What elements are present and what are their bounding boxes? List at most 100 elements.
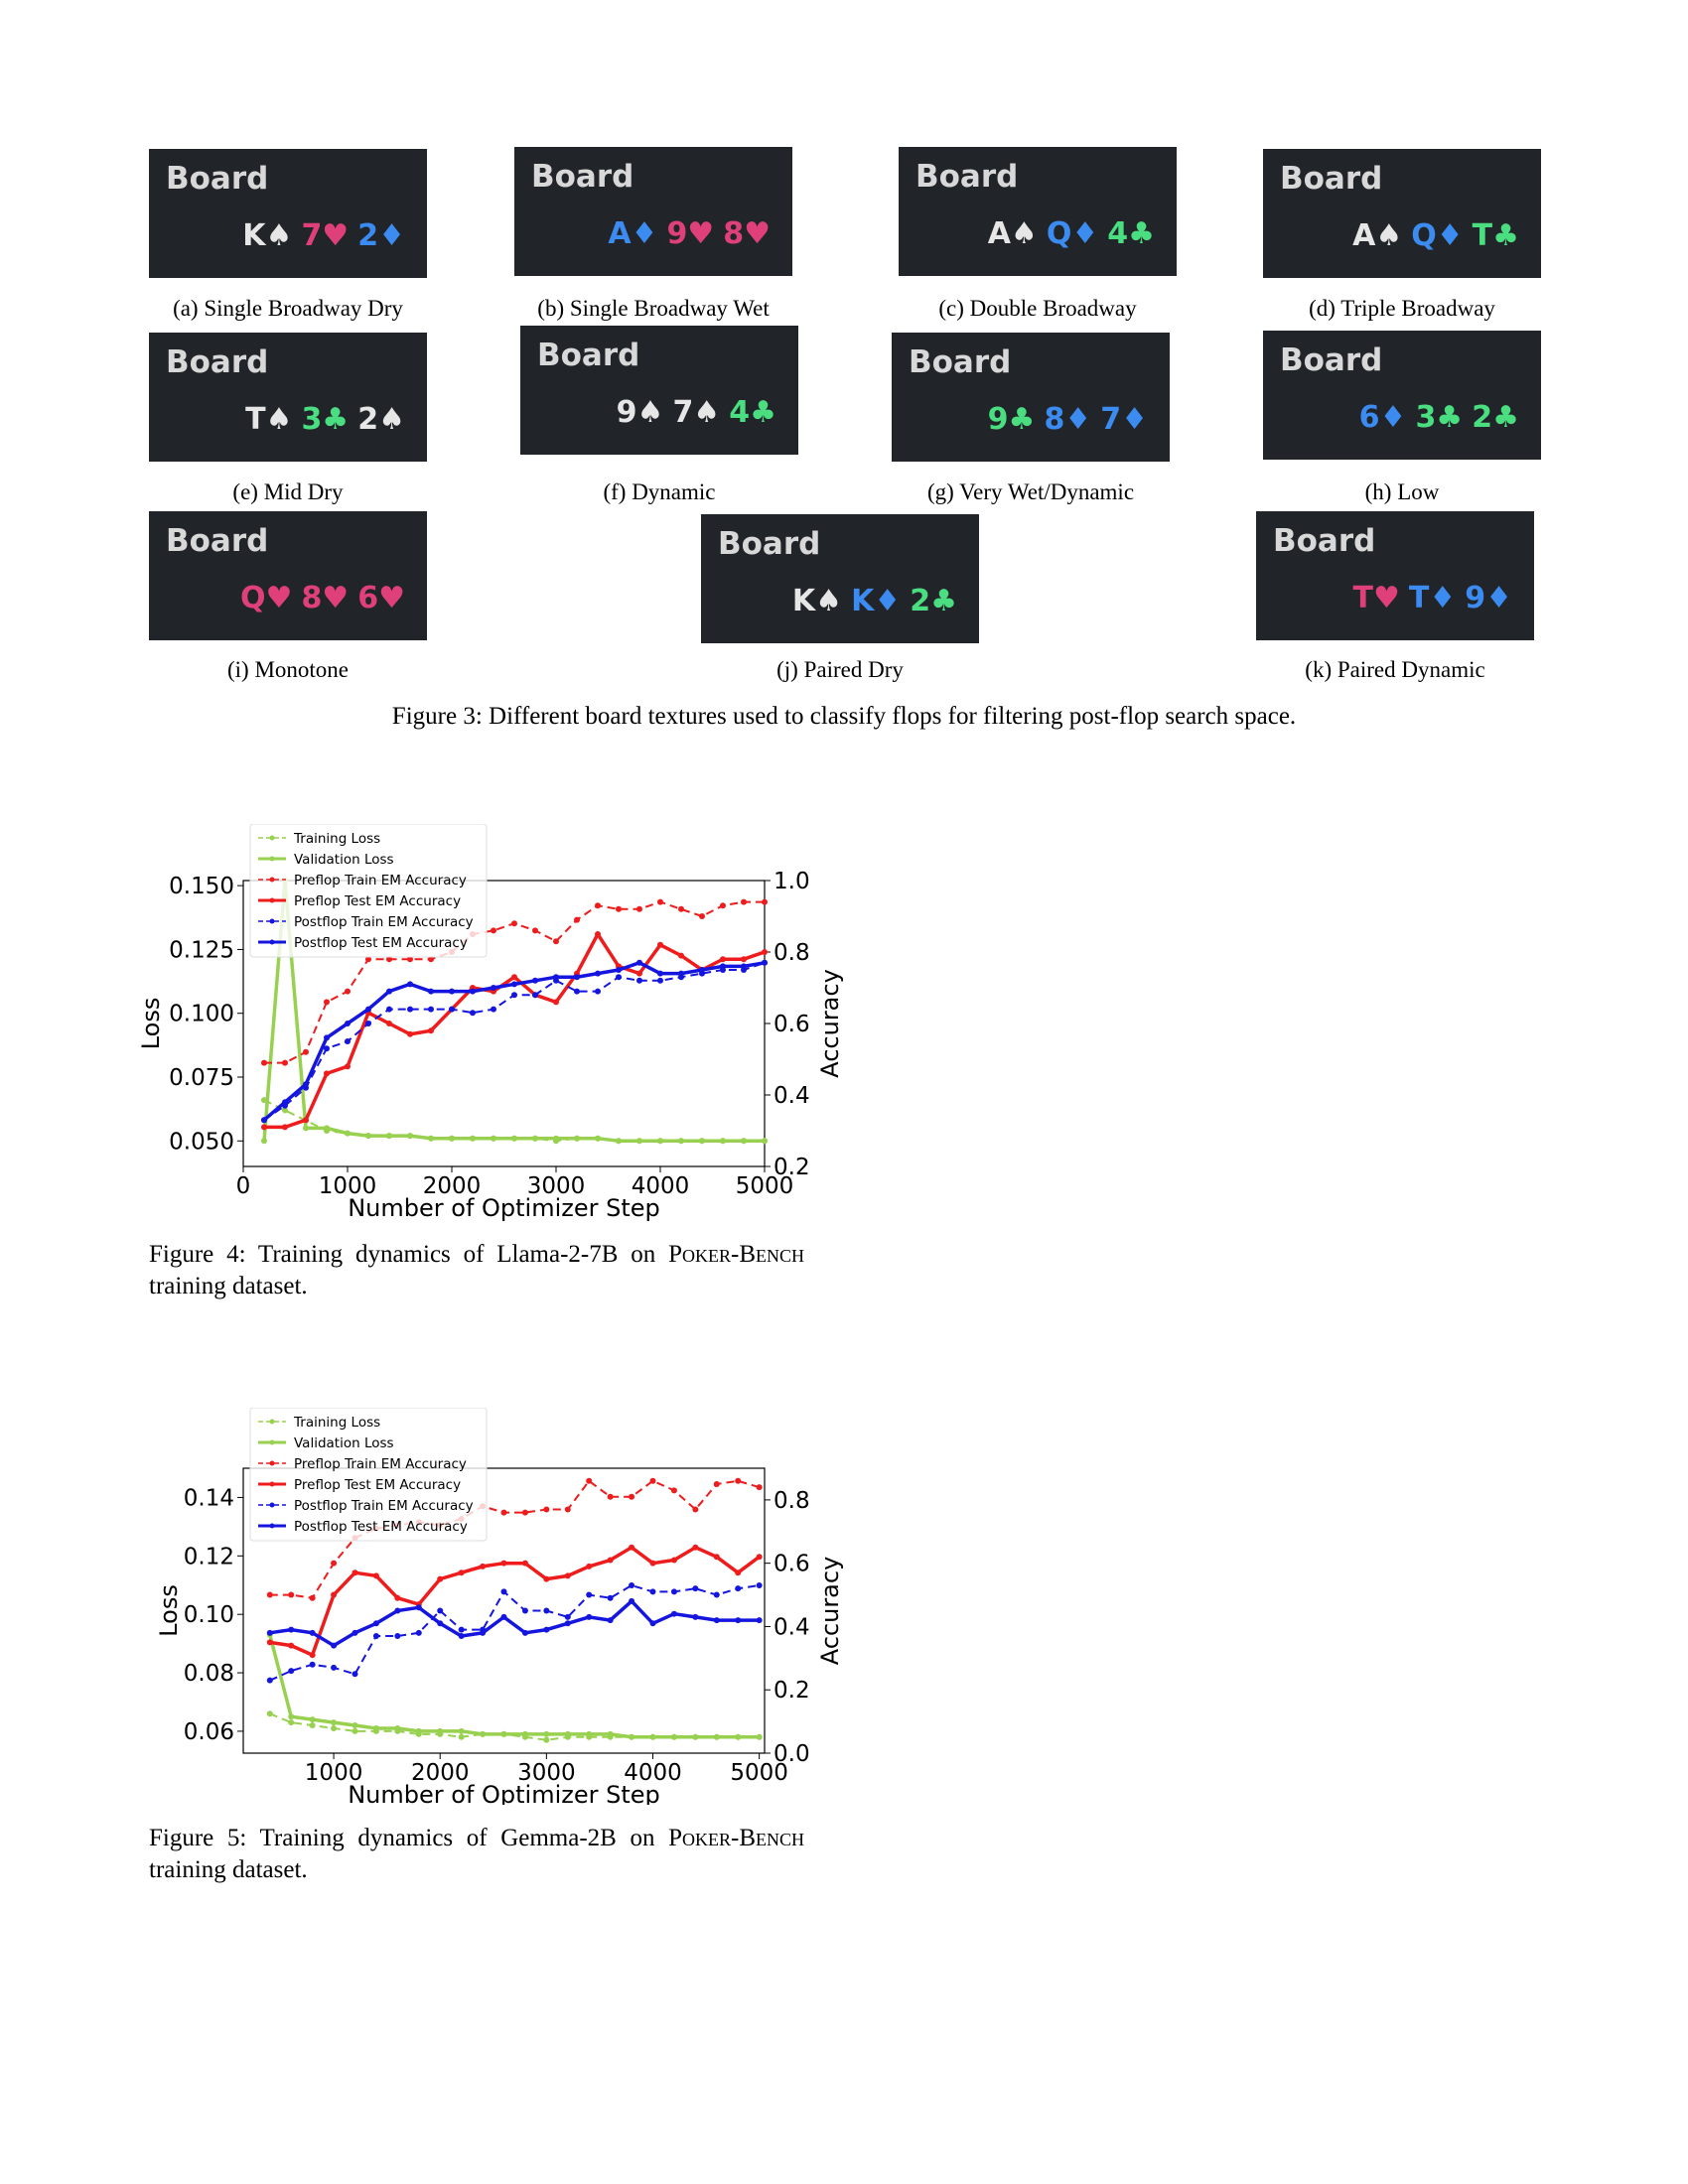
board-d: Board A♠ Q♦ T♣ xyxy=(1263,149,1541,278)
data-point xyxy=(470,1135,476,1142)
data-point xyxy=(407,981,413,988)
x-tick-label: 5000 xyxy=(736,1173,794,1199)
series-line-3 xyxy=(269,1545,761,1658)
y-tick-label: 0.075 xyxy=(169,1065,234,1091)
data-point xyxy=(636,905,642,912)
data-point xyxy=(352,1722,358,1729)
data-point xyxy=(741,963,747,970)
card: 2♣ xyxy=(1472,400,1519,435)
data-point xyxy=(699,913,705,919)
legend-box xyxy=(249,1408,488,1542)
x-tick-label: 0 xyxy=(236,1173,251,1199)
legend-marker xyxy=(269,877,275,883)
x-tick-label: 1000 xyxy=(319,1173,377,1199)
data-point xyxy=(480,1730,487,1737)
data-point xyxy=(553,974,559,981)
data-point xyxy=(574,974,580,981)
data-point xyxy=(511,974,517,981)
series-line-4 xyxy=(269,1583,760,1682)
data-point xyxy=(480,1629,487,1636)
data-point xyxy=(449,988,455,995)
data-point xyxy=(491,1006,496,1013)
data-point xyxy=(699,967,705,973)
data-point xyxy=(629,1544,635,1551)
x-tick-label: 3000 xyxy=(517,1760,576,1786)
data-point xyxy=(649,1560,656,1567)
data-point xyxy=(595,988,601,995)
card: 2♠ xyxy=(357,402,405,437)
data-point xyxy=(394,1633,401,1640)
data-point xyxy=(629,1493,635,1500)
board-b: Board A♦ 9♥ 8♥ xyxy=(514,147,792,276)
data-point xyxy=(678,970,684,977)
data-point xyxy=(386,956,392,963)
data-point xyxy=(428,1135,434,1142)
data-point xyxy=(288,1642,295,1649)
y-right-tick-label: 0.2 xyxy=(774,1155,810,1180)
data-point xyxy=(261,1117,267,1124)
data-point xyxy=(543,1575,550,1582)
card: 3♣ xyxy=(301,402,350,437)
y-axis-label: Loss xyxy=(155,1584,183,1637)
board-cards: T♠ 3♣ 2♠ xyxy=(236,402,405,437)
data-point xyxy=(345,1130,351,1137)
card: 9♦ xyxy=(1465,581,1512,615)
data-point xyxy=(657,898,663,905)
data-point xyxy=(735,1477,742,1484)
data-point xyxy=(564,1572,571,1579)
y-right-tick-label: 0.4 xyxy=(774,1614,810,1640)
data-point xyxy=(532,992,538,999)
data-point xyxy=(309,1661,316,1668)
y-right-tick-label: 0.8 xyxy=(774,940,810,966)
data-point xyxy=(762,959,768,966)
figure5-caption-sc: Poker-Bench xyxy=(668,1825,804,1851)
legend-marker xyxy=(269,835,275,841)
data-point xyxy=(586,1613,593,1620)
data-point xyxy=(713,1617,720,1624)
data-point xyxy=(428,956,434,963)
board-title: Board xyxy=(166,523,269,559)
data-point xyxy=(282,1107,288,1114)
data-point xyxy=(692,1544,699,1551)
data-point xyxy=(288,1591,295,1598)
board-title: Board xyxy=(166,344,269,380)
data-point xyxy=(303,1117,309,1124)
data-point xyxy=(365,1021,371,1026)
board-cards: A♦ 9♥ 8♥ xyxy=(599,216,771,251)
data-point xyxy=(345,1063,351,1070)
data-point xyxy=(756,1617,763,1624)
data-point xyxy=(616,974,622,981)
data-point xyxy=(345,1021,351,1026)
data-point xyxy=(649,1620,656,1627)
legend-label: Postflop Train EM Accuracy xyxy=(294,1498,474,1514)
legend: Training Loss Validation Loss Preflop Trai… xyxy=(249,1408,488,1542)
data-point xyxy=(657,1138,663,1145)
data-point xyxy=(437,1620,444,1627)
figure3-caption: Figure 3: Different board textures used … xyxy=(391,703,1297,730)
card: 2♦ xyxy=(357,218,405,253)
legend-marker xyxy=(269,897,275,903)
data-point xyxy=(266,1629,273,1636)
legend-marker xyxy=(269,1481,275,1487)
board-title: Board xyxy=(915,159,1019,195)
data-point xyxy=(309,1629,316,1636)
data-point xyxy=(553,999,559,1006)
data-point xyxy=(511,920,517,927)
data-point xyxy=(261,1138,267,1145)
board-cards: 9♣ 8♦ 7♦ xyxy=(979,402,1148,437)
card: T♦ xyxy=(1408,581,1457,615)
legend-label: Postflop Test EM Accuracy xyxy=(294,1519,468,1535)
data-point xyxy=(415,1604,422,1611)
y-right-tick-label: 0.0 xyxy=(774,1741,810,1767)
data-point xyxy=(386,988,392,995)
data-point xyxy=(324,1045,330,1052)
data-point xyxy=(288,1719,295,1726)
data-point xyxy=(266,1677,273,1684)
data-point xyxy=(657,941,663,948)
figure4-caption-sc: Poker-Bench xyxy=(668,1241,804,1268)
board-caption: (d) Triple Broadway xyxy=(1309,296,1495,321)
data-point xyxy=(574,1135,580,1142)
figure5-caption-post: training dataset. xyxy=(149,1856,308,1883)
data-point xyxy=(261,1124,267,1131)
board-f: Board 9♠ 7♠ 4♣ xyxy=(520,326,798,455)
